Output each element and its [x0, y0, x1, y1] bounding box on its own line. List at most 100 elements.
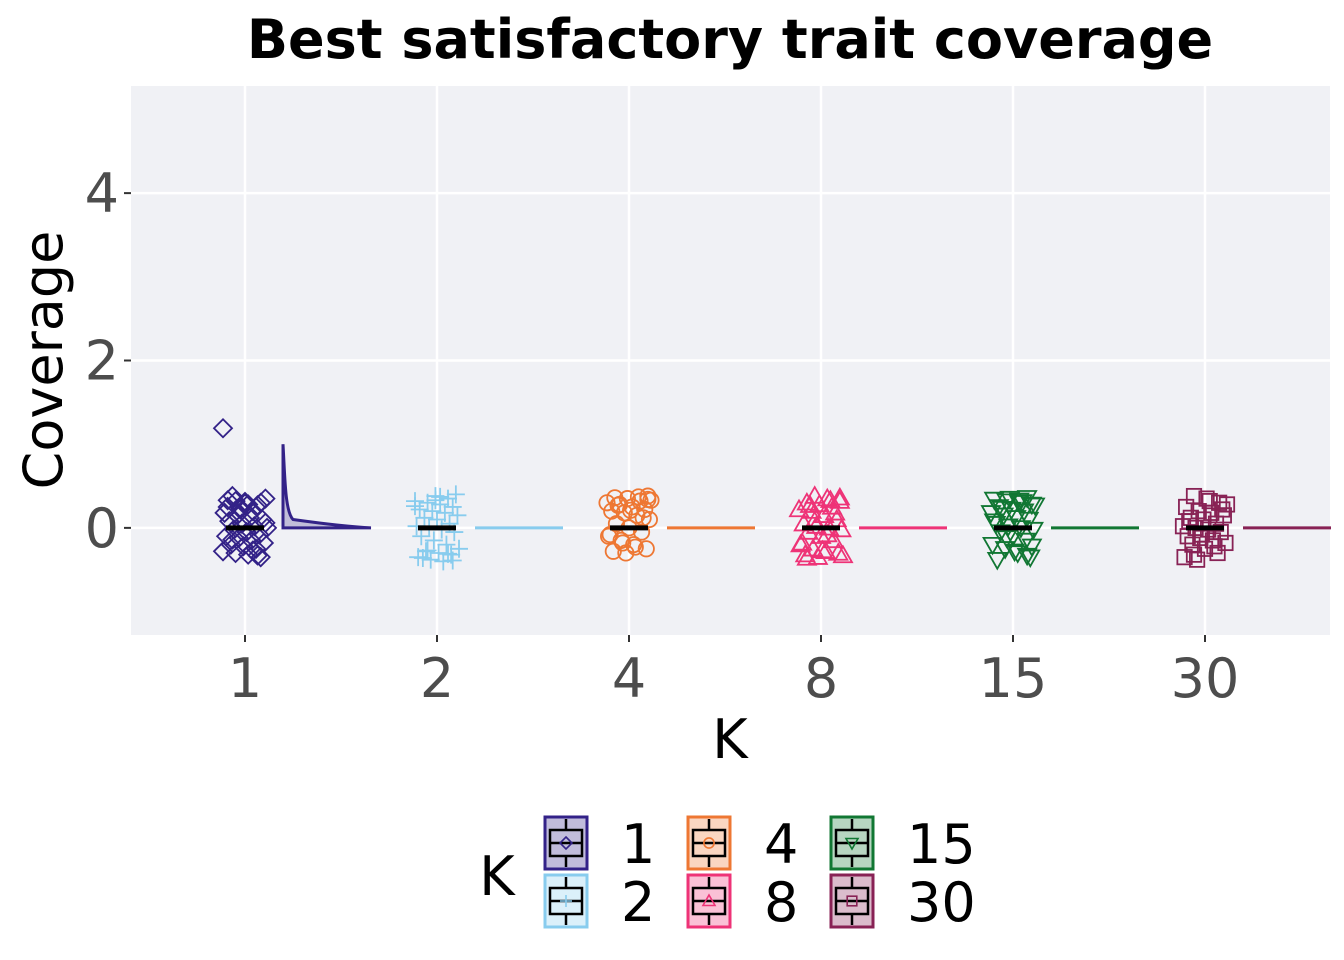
- legend-label-15: 15: [907, 813, 976, 876]
- legend-key-symbol-1: [558, 835, 574, 851]
- legend-key-symbol-2: [560, 895, 572, 907]
- point-k-1: [225, 542, 246, 564]
- point-k-4: [598, 494, 616, 512]
- point-k-1: [255, 512, 276, 534]
- point-k-2: [443, 551, 462, 570]
- points-k-1: [212, 418, 278, 568]
- point-k-15: [989, 524, 1011, 543]
- point-k-15: [986, 552, 1008, 571]
- point-k-30: [1218, 496, 1236, 513]
- point-k-2: [424, 531, 443, 550]
- point-k-1: [212, 418, 234, 439]
- point-k-1: [217, 489, 238, 511]
- point-k-8: [791, 532, 813, 551]
- point-k-2: [406, 497, 424, 516]
- point-k-8: [796, 547, 818, 566]
- point-k-4: [640, 510, 658, 529]
- legend-label-1: 1: [621, 813, 655, 876]
- point-k-1: [247, 545, 268, 566]
- point-k-15: [982, 536, 1004, 556]
- point-k-8: [827, 542, 849, 561]
- point-k-8: [832, 544, 854, 564]
- point-k-4: [614, 534, 632, 552]
- point-k-2: [418, 541, 437, 560]
- point-k-30: [1201, 492, 1218, 510]
- legend-key-1: [543, 815, 589, 871]
- point-k-4: [617, 544, 635, 562]
- point-k-1: [212, 541, 234, 562]
- point-k-2: [446, 485, 465, 504]
- x-tick-label-15: 15: [979, 647, 1048, 710]
- point-k-2: [421, 550, 440, 569]
- x-tick-label-30: 30: [1171, 647, 1240, 710]
- point-k-2: [426, 491, 445, 510]
- x-axis: 1 2 4 8 15 30: [228, 635, 1240, 710]
- legend-key-8: [686, 873, 732, 929]
- point-k-15: [1011, 494, 1033, 513]
- point-k-4: [639, 490, 657, 508]
- legend-key-symbol-8: [701, 893, 717, 907]
- density-curves: [281, 444, 1331, 530]
- y-tick-label-4: 4: [85, 162, 119, 225]
- point-k-1: [237, 544, 259, 565]
- point-k-2: [413, 549, 432, 568]
- point-k-30: [1214, 501, 1231, 518]
- point-k-30: [1176, 549, 1193, 566]
- legend-label-2: 2: [621, 871, 655, 934]
- legend-key-2: [543, 873, 589, 929]
- y-tick-label-0: 0: [85, 497, 119, 560]
- point-k-15: [1021, 538, 1043, 558]
- point-k-30: [1185, 546, 1203, 563]
- y-axis-title: Coverage: [12, 231, 75, 490]
- legend-key-4: [686, 815, 732, 871]
- point-k-1: [230, 497, 251, 519]
- point-k-15: [991, 500, 1013, 520]
- point-k-4: [629, 488, 647, 506]
- points-k-2: [406, 485, 468, 571]
- point-k-8: [812, 539, 834, 559]
- point-k-2: [410, 500, 429, 519]
- legend-key-30: [829, 873, 875, 929]
- point-k-2: [415, 508, 434, 527]
- x-tick-label-4: 4: [612, 647, 646, 710]
- point-k-15: [1004, 543, 1026, 563]
- point-k-15: [1019, 549, 1041, 568]
- legend-key-symbol-30: [846, 895, 858, 907]
- point-k-4: [600, 527, 618, 545]
- point-k-8: [797, 521, 819, 540]
- legend-title: K: [479, 845, 516, 908]
- point-k-30: [1206, 538, 1223, 555]
- point-k-4: [604, 542, 622, 560]
- point-k-4: [633, 523, 651, 541]
- y-tick-label-2: 2: [85, 330, 119, 393]
- point-k-2: [448, 506, 467, 525]
- x-tick-label-1: 1: [228, 647, 262, 710]
- legend-label-4: 4: [764, 813, 798, 876]
- legend-key-symbol-4: [703, 837, 715, 849]
- legend-label-8: 8: [764, 871, 798, 934]
- point-k-8: [805, 515, 827, 534]
- point-k-15: [983, 513, 1005, 532]
- point-k-1: [245, 538, 267, 560]
- point-k-2: [431, 487, 450, 506]
- point-k-15: [996, 530, 1018, 549]
- points-k-4: [598, 487, 660, 562]
- point-k-15: [1008, 492, 1030, 512]
- point-k-8: [823, 529, 845, 549]
- point-k-8: [829, 486, 851, 506]
- point-k-4: [626, 538, 644, 556]
- point-k-4: [622, 501, 640, 519]
- legend-key-15: [829, 815, 875, 871]
- y-axis: 0 2 4: [85, 162, 131, 560]
- point-k-8: [799, 494, 821, 513]
- x-tick-label-2: 2: [420, 647, 454, 710]
- point-k-4: [637, 540, 655, 558]
- density-k-1: [281, 444, 372, 530]
- point-k-15: [1015, 532, 1037, 552]
- chart-title: Best satisfactory trait coverage: [247, 8, 1213, 71]
- point-k-15: [1022, 521, 1044, 541]
- x-axis-title: K: [712, 708, 749, 771]
- point-k-30: [1189, 551, 1206, 568]
